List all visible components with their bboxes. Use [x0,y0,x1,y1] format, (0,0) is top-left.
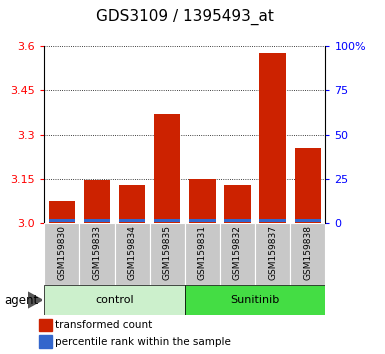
Bar [79,223,115,285]
Bar [259,219,286,222]
Text: percentile rank within the sample: percentile rank within the sample [55,337,231,347]
Bar [189,219,216,222]
Text: GSM159831: GSM159831 [198,225,207,280]
Text: transformed count: transformed count [55,320,152,330]
Bar [255,223,290,285]
Bar [295,148,321,223]
Text: GSM159833: GSM159833 [92,225,102,280]
Text: GSM159837: GSM159837 [268,225,277,280]
Bar [154,219,181,222]
Polygon shape [28,292,42,308]
Text: GSM159832: GSM159832 [233,225,242,280]
Text: GSM159834: GSM159834 [127,225,137,280]
Bar [44,285,185,315]
Bar [84,219,110,222]
Bar [119,219,145,222]
Bar [119,185,145,223]
Bar [49,201,75,223]
Bar [84,180,110,223]
Bar [224,219,251,222]
Text: Sunitinib: Sunitinib [231,295,280,305]
Bar [150,223,185,285]
Bar [220,223,255,285]
Text: GSM159835: GSM159835 [163,225,172,280]
Bar [295,219,321,222]
Text: agent: agent [4,293,38,307]
Bar [224,185,251,223]
Text: GSM159838: GSM159838 [303,225,312,280]
Bar [115,223,150,285]
Text: control: control [95,295,134,305]
Bar [290,223,325,285]
Bar [259,52,286,223]
Bar [49,219,75,222]
Bar [44,223,79,285]
Bar [40,335,52,348]
Bar [40,319,52,331]
Text: GSM159830: GSM159830 [57,225,66,280]
Bar [189,179,216,223]
Bar [154,114,181,223]
Text: GDS3109 / 1395493_at: GDS3109 / 1395493_at [96,9,274,25]
Bar [185,223,220,285]
Bar [185,285,325,315]
